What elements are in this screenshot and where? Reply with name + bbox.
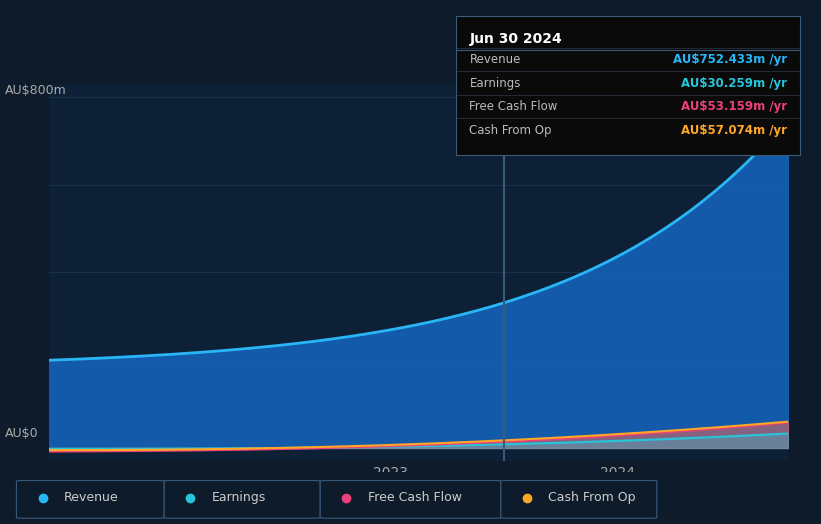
FancyBboxPatch shape xyxy=(164,481,320,518)
Text: Cash From Op: Cash From Op xyxy=(470,124,552,137)
FancyBboxPatch shape xyxy=(320,481,501,518)
Text: Revenue: Revenue xyxy=(470,53,521,66)
Text: Free Cash Flow: Free Cash Flow xyxy=(470,101,557,113)
Text: Jun 30 2024: Jun 30 2024 xyxy=(470,32,562,47)
Text: AU$53.159m /yr: AU$53.159m /yr xyxy=(681,101,787,113)
Text: AU$0: AU$0 xyxy=(5,428,39,440)
FancyBboxPatch shape xyxy=(501,481,657,518)
Text: AU$57.074m /yr: AU$57.074m /yr xyxy=(681,124,787,137)
FancyBboxPatch shape xyxy=(16,481,164,518)
Text: Earnings: Earnings xyxy=(470,77,521,90)
Text: Past: Past xyxy=(746,95,777,108)
Text: Cash From Op: Cash From Op xyxy=(548,492,636,504)
Text: AU$800m: AU$800m xyxy=(5,84,67,97)
Text: Earnings: Earnings xyxy=(212,492,266,504)
Text: Revenue: Revenue xyxy=(64,492,119,504)
Text: Free Cash Flow: Free Cash Flow xyxy=(368,492,461,504)
Text: AU$752.433m /yr: AU$752.433m /yr xyxy=(672,53,787,66)
Text: AU$30.259m /yr: AU$30.259m /yr xyxy=(681,77,787,90)
